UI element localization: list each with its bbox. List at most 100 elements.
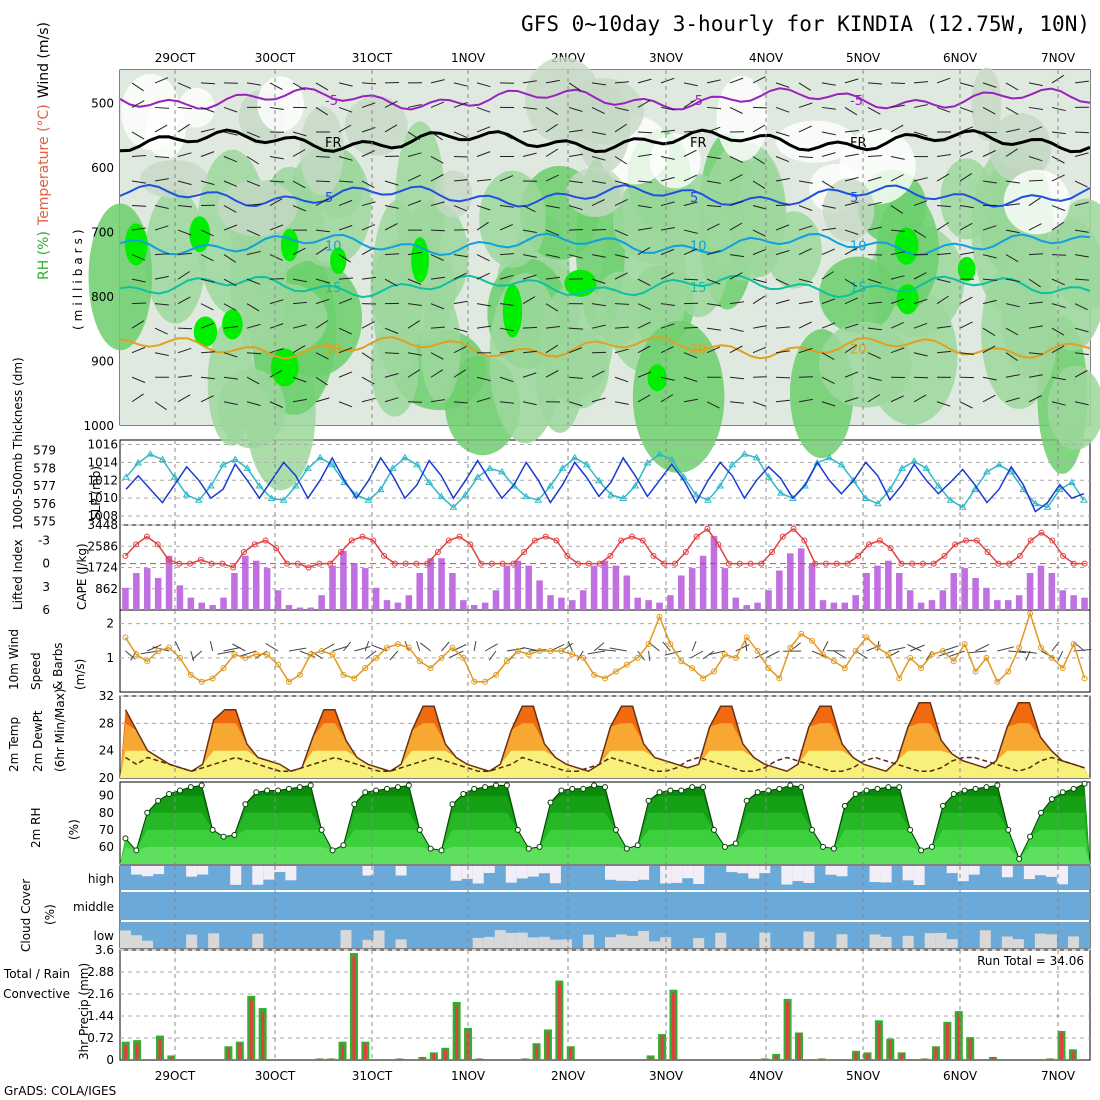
li-tick: -3 [38,533,50,547]
upper-air-ylabel-part: Wind (m/s) [36,22,52,98]
wind-speed-point [874,644,881,651]
cape-bar [743,605,750,610]
thickness-point [388,464,397,471]
wind-barb [959,126,974,133]
cloud-clear-cell [748,866,760,879]
wind-barb [890,205,903,214]
isotherm-label: 10 [850,239,867,254]
rh-point [569,785,576,792]
precip-convective-bar [671,992,676,1060]
surface-wind-barb [1057,650,1064,661]
cape-bar [645,600,652,610]
date-label-bottom: 30OCT [255,1069,296,1083]
wind-barb [223,156,238,163]
lifted-index-point [445,537,452,544]
wind-barb [798,102,813,108]
temp-ylabel-part: 2m DewPt [31,710,45,772]
rh-shade [818,321,912,408]
cape-bar [143,568,151,610]
cloud-low-cell [120,930,132,948]
wind-barb [660,106,675,111]
lifted-index-point [887,545,894,552]
panel-frame-precip [119,949,1091,1061]
thickness-point [291,482,300,489]
cape-bar [1048,573,1056,610]
wind-barb [131,100,145,108]
wind-barb [1028,197,1041,206]
cloud-low-cell [362,939,374,948]
surface-wind-barb [389,650,399,661]
wind-barb [637,78,652,84]
wind-barb [706,106,722,110]
wind-barb [1005,180,1020,184]
wind-barb [407,369,421,378]
wind-barb [177,229,192,236]
wind-speed-point [427,665,434,672]
wind-barb [775,250,790,256]
surface-wind-barb [567,641,573,652]
cape-bar [906,590,914,610]
cape-bar [819,600,827,610]
wind-barb [1051,345,1065,354]
wind-speed-point [830,658,837,665]
wind-barb [568,347,583,354]
wind-barb [844,201,859,207]
rh-point [253,789,260,796]
run-total-label: Run Total = 34.06 [977,954,1084,968]
cloud-low-cell [1034,933,1046,948]
lifted-index-point [693,533,700,540]
wind-barb [177,82,192,89]
cape-tick: 862 [95,582,118,596]
wind-barb [890,124,904,133]
cape-bar [372,587,380,610]
wind-barb [453,327,468,333]
wind-barb [683,376,698,382]
wind-barb [752,180,766,189]
cloud-clear-cell [693,866,705,884]
cape-bar [558,597,565,610]
cape-bar [394,602,402,610]
wind-barb [890,347,905,354]
rh-dry-shade [566,167,625,218]
precip-tick: 1.44 [87,1009,114,1023]
wind-barb [890,251,905,256]
wind-barb [453,272,467,280]
cloud-low-cell [483,936,495,948]
wind-barb [959,150,974,157]
wind-barb [1028,301,1043,305]
wind-barb [315,352,329,360]
wind-barb [1028,374,1043,378]
wind-barb [637,303,651,311]
wind-barb [982,82,997,88]
wind-barb [683,278,699,281]
wind-barb [614,198,628,206]
cloud-low-cell [979,930,991,948]
cape-bar [220,597,227,610]
rh-dry-shade [140,159,209,199]
wind-barb [269,180,285,183]
wind-barb [131,254,146,261]
surface-wind-barb [209,640,214,652]
cape-bar [885,560,892,610]
wind-barb [315,298,330,305]
rh-point [721,843,728,850]
wind-barb [338,199,353,207]
thickness-point [873,499,882,507]
lifted-index-point [790,525,797,532]
wind-speed-point [885,651,892,658]
isotherm-label: 15 [325,281,342,296]
isotherm-label: 20 [850,343,867,358]
wind-barb [683,248,698,256]
precip-convective-bar [854,1052,858,1060]
wind-barb [1074,303,1088,311]
wind-barb [545,276,560,280]
surface-wind-barb [876,640,880,652]
surface-wind-barb [997,646,1014,652]
wind-barb [499,131,513,140]
thickness-point [243,464,252,471]
thickness-point [1007,467,1016,475]
cape-bar [776,570,783,610]
temp-tick: 28 [99,716,114,730]
rh-point [819,843,826,850]
rh-point [285,785,292,792]
